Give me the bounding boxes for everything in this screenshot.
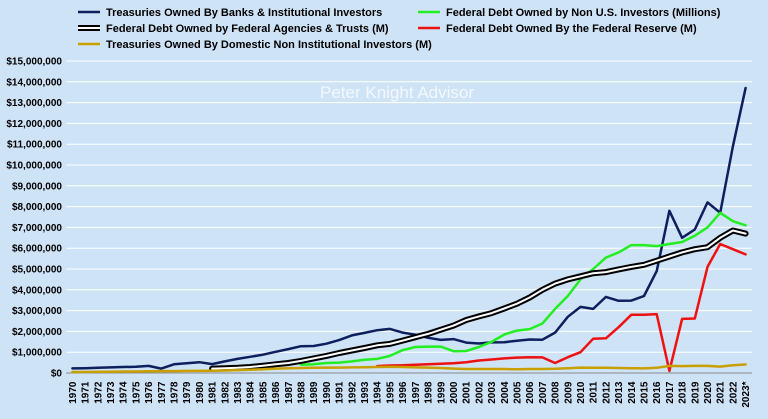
x-tick-label: 1985 [258,381,269,404]
y-tick-label: $6,000,000 [12,244,62,255]
x-tick-label: 1975 [131,381,142,404]
x-tick-label: 2002 [474,381,485,404]
series-line-4 [71,363,747,374]
x-tick-label: 1997 [411,381,422,404]
x-tick-label: 2017 [665,381,676,404]
legend-label: Federal Debt Owned by Non U.S. Investors… [446,7,721,19]
legend-item-4: Treasuries Owned By Domestic Non Institu… [78,39,432,51]
series-path [375,242,747,373]
x-tick-label: 2022 [728,381,739,404]
series-path [71,86,747,370]
x-tick-label: 1998 [424,381,435,404]
series-line-2 [209,227,749,372]
x-tick-label: 2013 [614,381,625,404]
x-tick-label: 2014 [627,381,638,404]
x-tick-label: 1981 [208,381,219,404]
x-tick-label: 1976 [144,381,155,404]
series-line-3 [375,242,747,373]
x-tick-label: 1982 [220,381,231,404]
y-tick-label: $3,000,000 [12,306,62,317]
y-tick-label: $8,000,000 [12,202,62,213]
x-tick-label: 1986 [271,381,282,404]
x-tick-label: 2023* [741,381,752,407]
y-tick-label: $9,000,000 [12,181,62,192]
x-tick-label: 1996 [398,381,409,404]
x-tick-label: 1977 [157,381,168,404]
series-path [299,211,747,366]
y-tick-label: $11,000,000 [7,140,62,151]
x-tick-label: 1972 [93,381,104,404]
series-path-inner [211,229,747,370]
watermark: Peter Knight Advisor [320,83,474,102]
series-lines [71,86,749,374]
x-tick-label: 1999 [436,381,447,404]
x-tick-label: 1995 [385,381,396,404]
x-tick-label: 2004 [500,381,511,404]
x-tick-label: 1970 [68,381,79,404]
x-tick-label: 1978 [169,381,180,404]
x-tick-label: 2008 [551,381,562,404]
series-path [71,363,747,374]
y-tick-label: $4,000,000 [12,285,62,296]
x-tick-label: 2003 [487,381,498,404]
x-tick-label: 2015 [640,381,651,404]
x-tick-label: 1984 [246,381,257,404]
y-tick-label: $5,000,000 [12,265,62,276]
x-tick-label: 1992 [347,381,358,404]
legend-label: Federal Debt Owned By the Federal Reserv… [446,23,697,35]
x-tick-label: 2021 [716,381,727,404]
x-tick-label: 2018 [678,381,689,404]
x-tick-label: 2001 [462,381,473,404]
x-tick-label: 2007 [538,381,549,404]
x-tick-label: 2009 [563,381,574,404]
x-tick-label: 1987 [284,381,295,404]
x-tick-label: 1994 [373,381,384,404]
x-tick-label: 2011 [589,381,600,403]
x-tick-label: 1989 [309,381,320,404]
x-tick-label: 1988 [297,381,308,404]
x-tick-label: 1990 [322,381,333,404]
y-tick-label: $1,000,000 [12,348,62,359]
legend: Treasuries Owned By Banks & Institutiona… [78,7,721,51]
x-tick-label: 1980 [195,381,206,404]
x-tick-label: 1973 [106,381,117,404]
x-tick-label: 1983 [233,381,244,404]
x-tick-label: 2005 [512,381,523,404]
x-tick-label: 2020 [703,381,714,404]
legend-label: Federal Debt Owned by Federal Agencies &… [106,23,389,35]
series-line-1 [299,211,747,366]
series-line-0 [71,86,747,370]
x-tick-label: 1991 [335,381,346,404]
legend-item-0: Treasuries Owned By Banks & Institutiona… [78,7,382,19]
x-tick-label: 2012 [601,381,612,404]
gridlines [66,60,752,374]
x-tick-label: 1974 [119,381,130,404]
x-tick-label: 1971 [81,381,92,404]
y-tick-label: $10,000,000 [6,161,62,172]
axes: $0 $1,000,000 $2,000,000 $3,000,000 $4,000,0… [6,57,752,408]
x-tick-label: 1979 [182,381,193,404]
y-tick-label: $2,000,000 [12,327,62,338]
x-tick-label: 2016 [652,381,663,404]
x-tick-label: 1993 [360,381,371,404]
x-tick-label: 2000 [449,381,460,404]
x-tick-label: 2010 [576,381,587,404]
y-tick-label: $7,000,000 [12,223,62,234]
legend-item-2: Federal Debt Owned by Federal Agencies &… [78,23,389,35]
legend-label: Treasuries Owned By Banks & Institutiona… [106,7,382,19]
y-tick-label: $13,000,000 [6,98,62,109]
y-tick-label: $14,000,000 [6,77,62,88]
y-tick-label: $15,000,000 [6,57,62,68]
y-tick-label: $0 [51,369,63,380]
x-tick-label: 2006 [525,381,536,404]
x-tick-label: 2019 [690,381,701,404]
legend-item-3: Federal Debt Owned By the Federal Reserv… [418,23,697,35]
legend-label: Treasuries Owned By Domestic Non Institu… [106,39,432,51]
y-tick-label: $12,000,000 [6,119,62,130]
legend-item-1: Federal Debt Owned by Non U.S. Investors… [418,7,721,19]
